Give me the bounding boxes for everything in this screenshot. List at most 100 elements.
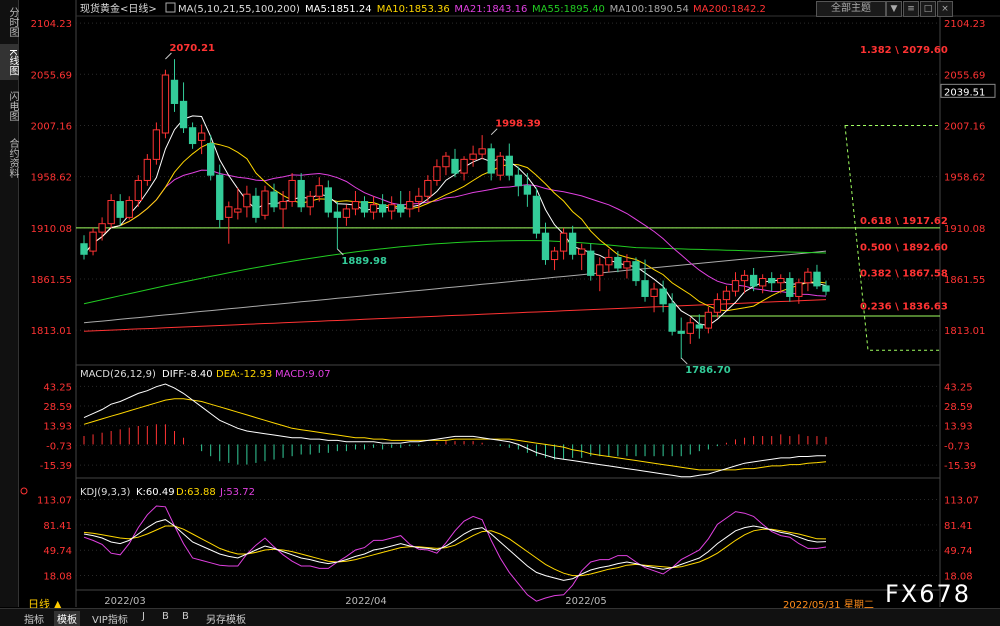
ma-value-0: MA5:1851.24 [305, 4, 372, 15]
candle-body [550, 250, 559, 261]
close-icon[interactable]: × [937, 1, 953, 17]
period-label[interactable]: 日线 ▲ [28, 598, 62, 611]
ma5-line [83, 115, 827, 327]
candle-body [252, 195, 260, 218]
chart-area[interactable]: 现货黄金<日线> MA(5,10,21,55,100,200) MA5:1851.2… [0, 0, 1000, 607]
tab-templates[interactable]: 模板 [54, 611, 80, 626]
candle-body [406, 201, 414, 210]
candle-body [451, 158, 459, 174]
candle-body [179, 100, 188, 129]
tab-indicators[interactable]: 指标 [24, 615, 44, 626]
kdj-j-value: J:53.72 [219, 487, 255, 498]
cursor-date-label: 2022/05/31 星期二 [783, 600, 874, 611]
menu-icon[interactable]: ≡ [903, 1, 919, 17]
candle-body [614, 256, 622, 269]
price-axis-left-1: 2055.69 [31, 70, 72, 81]
side-tab-contract[interactable]: 合约资料 [7, 138, 18, 178]
candle-body [424, 179, 432, 197]
candle-body [532, 195, 541, 234]
fib-label-4: 0.236 \ 1836.63 [860, 301, 948, 312]
kdj-k-value: K:60.49 [136, 487, 175, 498]
candle-body [134, 179, 142, 201]
ma-settings-icon [165, 2, 176, 13]
macd-axis-left-2: 13.93 [43, 422, 72, 433]
macd-axis-left-4: -15.39 [40, 461, 72, 472]
price-axis-left-0: 2104.23 [31, 19, 72, 30]
tab-vip-indicators[interactable]: VIP指标 [92, 615, 128, 626]
candle-body [749, 274, 758, 287]
candle-body [324, 187, 332, 213]
current-price-label: 2039.51 [944, 87, 985, 98]
price-axis-right-5: 1861.55 [944, 275, 985, 286]
macd-axis-right-0: 43.25 [944, 382, 973, 393]
candle-body [216, 174, 224, 220]
maximize-icon[interactable]: □ [920, 1, 936, 17]
annotation-label-3: 1786.70 [685, 365, 731, 376]
x-axis-label-2: 2022/05 [565, 596, 607, 607]
candle-body [541, 232, 550, 261]
macd-axis-left-0: 43.25 [43, 382, 72, 393]
candle-body [342, 208, 351, 218]
side-tab-timeshare[interactable]: 分时图 [7, 7, 18, 37]
candle-body [487, 148, 495, 174]
fib-label-3: 0.382 \ 1867.58 [860, 269, 948, 280]
candle-body [442, 155, 450, 168]
annotation-pointer-2 [337, 248, 344, 256]
candle-body [415, 195, 423, 203]
candle-body [387, 204, 396, 212]
candle-body [351, 201, 360, 210]
side-tab-kline[interactable]: K线图 [0, 44, 18, 80]
candle-body [297, 179, 305, 208]
kdj-axis-left-3: 18.08 [43, 572, 72, 583]
candle-body [795, 282, 803, 297]
tab-save-template[interactable]: 另存模板 [206, 615, 246, 626]
candle-body [822, 285, 830, 292]
candle-body [641, 280, 649, 297]
annotation-label-0: 2070.21 [169, 43, 215, 54]
candle-body [740, 274, 749, 282]
kdj-axis-left-0: 113.07 [37, 496, 72, 507]
macd-axis-right-4: -15.39 [944, 461, 976, 472]
price-axis-right-3: 1958.62 [944, 173, 985, 184]
price-axis-left-3: 1958.62 [31, 173, 72, 184]
kdj-axis-right-3: 18.08 [944, 572, 973, 583]
ma100-line [83, 250, 827, 324]
ma-value-1: MA10:1853.36 [377, 4, 450, 15]
candle-body [315, 185, 323, 197]
candle-body [152, 129, 161, 160]
candle-body [587, 250, 595, 276]
candle-body [279, 201, 287, 210]
candle-body [333, 211, 342, 218]
tab-b2[interactable]: B [182, 611, 189, 622]
kdj-axis-right-2: 49.74 [944, 546, 973, 557]
ma-value-2: MA21:1843.16 [454, 4, 527, 15]
theme-button[interactable]: 全部主题 [816, 1, 886, 17]
side-tab-flash[interactable]: 闪电图 [7, 91, 18, 121]
candle-body [80, 243, 88, 255]
macd-diff-value: DIFF:-8.40 [162, 369, 213, 380]
tab-j[interactable]: J [142, 611, 145, 622]
candle-body [288, 179, 296, 203]
price-axis-right-1: 2055.69 [944, 70, 985, 81]
tab-b1[interactable]: B [162, 611, 169, 622]
kdj-title: KDJ(9,3,3) [80, 487, 131, 498]
ma200-line [83, 299, 827, 332]
dropdown-icon[interactable]: ▼ [886, 1, 902, 17]
macd-axis-left-3: -0.73 [46, 441, 72, 452]
candle-body [143, 158, 152, 181]
candle-body [243, 193, 251, 208]
macd-axis-right-3: -0.73 [944, 441, 970, 452]
candle-body [478, 148, 486, 155]
candle-body [722, 290, 731, 301]
macd-title: MACD(26,12,9) [80, 369, 156, 380]
candle-body [234, 208, 242, 213]
candle-body [397, 204, 405, 213]
candle-body [496, 155, 504, 176]
candle-body [559, 232, 568, 252]
candle-body [514, 174, 523, 187]
macd-axis-left-1: 28.59 [43, 402, 72, 413]
candle-body [161, 74, 170, 134]
candle-body [704, 311, 713, 329]
ma-value-3: MA55:1895.40 [532, 4, 605, 15]
price-axis-left-6: 1813.01 [31, 326, 72, 337]
